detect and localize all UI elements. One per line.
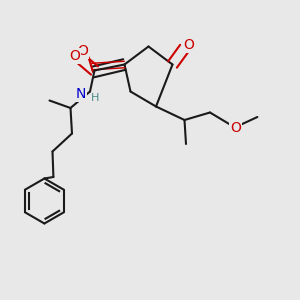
Text: O: O: [184, 38, 194, 52]
Text: O: O: [230, 121, 241, 134]
Text: N: N: [76, 87, 86, 101]
Text: O: O: [70, 49, 80, 63]
Text: O: O: [77, 44, 88, 58]
Text: H: H: [91, 93, 100, 103]
